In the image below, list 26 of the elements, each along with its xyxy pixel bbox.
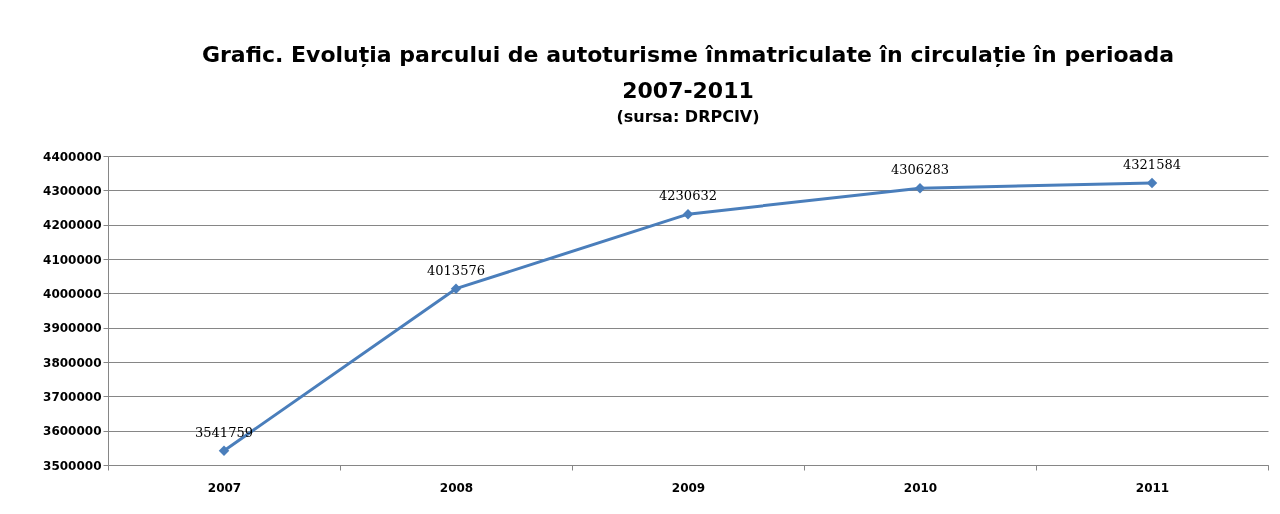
x-tick-label: 2007 [207, 480, 242, 495]
point [914, 182, 926, 194]
y-tick-label: 4000000 [43, 286, 102, 301]
data-label: 3541759 [195, 424, 253, 440]
data-label: 4306283 [891, 162, 949, 178]
y-tick-label: 3900000 [43, 321, 102, 336]
y-tick-label: 3800000 [43, 355, 102, 370]
x-tick-label: 2010 [903, 480, 938, 495]
y-tick-label: 4100000 [43, 252, 102, 267]
x-tick-label: 2009 [671, 480, 706, 495]
data-label: 4013576 [427, 262, 485, 278]
chart-subtitle: (sursa: DRPCIV) [616, 107, 760, 126]
y-tick-label: 3600000 [43, 424, 102, 439]
x-tick-label: 2008 [439, 480, 474, 495]
point [682, 208, 694, 220]
point [218, 445, 230, 456]
y-tick-label: 3700000 [43, 389, 102, 404]
y-tick-label: 4200000 [43, 218, 102, 233]
y-tick-label: 3500000 [43, 458, 102, 473]
y-tick-label: 4300000 [43, 183, 102, 198]
data-label: 4321584 [1123, 156, 1181, 172]
data-label: 4230632 [659, 188, 717, 204]
x-tick-label: 2011 [1135, 480, 1170, 495]
y-tick-label: 4400000 [43, 149, 102, 164]
chart-title: Grafic. Evoluția parcului de autoturisme înmatriculate în circulație în perioada 2007-2011 [201, 42, 1175, 103]
point [450, 283, 462, 294]
